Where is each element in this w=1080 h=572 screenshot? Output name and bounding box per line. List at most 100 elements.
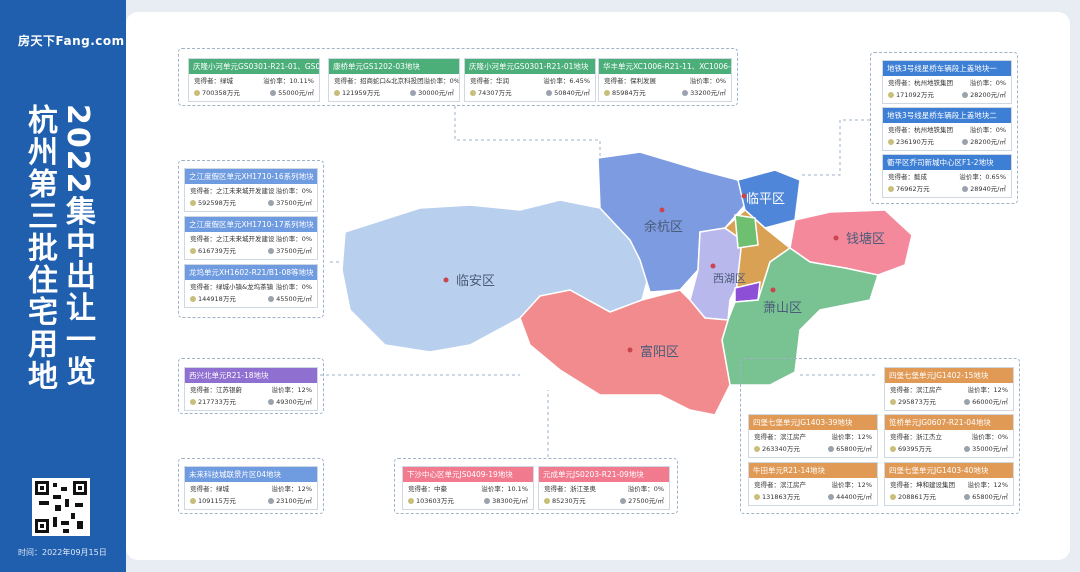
premium-label: 溢价率： — [831, 481, 858, 489]
unit-price: 45500元/㎡ — [276, 295, 312, 303]
winner-label: 竞得者： — [190, 283, 216, 291]
unit-price: 23100元/㎡ — [276, 497, 312, 505]
total-price: 217733万元 — [198, 398, 236, 406]
winner-label: 竞得者： — [408, 485, 434, 493]
coin-icon — [190, 498, 196, 504]
unit-price: 37500元/㎡ — [276, 199, 312, 207]
premium: 10.1% — [507, 485, 528, 493]
card-title: 庆隆小河单元GS0301-R21-01地块 — [465, 59, 595, 74]
card-title: 康桥单元GS1202-03地块 — [329, 59, 459, 74]
premium: 0% — [301, 283, 312, 291]
premium: 0% — [301, 187, 312, 195]
district-label: 萧山区 — [763, 301, 802, 316]
premium: 0% — [449, 77, 460, 85]
unit-price: 30000元/㎡ — [418, 89, 454, 97]
unit-icon — [268, 498, 275, 504]
winner-label: 竞得者： — [890, 433, 916, 441]
sidebar: 房天下Fang.com 2022集中出让一览 杭州第三批住宅用地 时间：2022… — [0, 0, 126, 572]
winner: 滨江房产 — [780, 433, 806, 441]
district-label: 富阳区 — [640, 344, 679, 360]
coin-icon — [190, 399, 196, 405]
coin-icon — [604, 90, 610, 96]
winner: 之江未来城开发建设 — [216, 187, 275, 195]
winner-label: 竞得者： — [754, 433, 780, 441]
premium: 6.45% — [569, 77, 590, 85]
winner-label: 竞得者： — [604, 77, 630, 85]
unit-price: 44400元/㎡ — [836, 493, 872, 501]
premium: 12% — [993, 386, 1008, 394]
left-mid-group — [178, 358, 324, 414]
land-card: 地铁3号线星桥车辆段上盖地块二 竞得者：杭州地铁集团 溢价率：0% 236190万元 2… — [882, 107, 1012, 151]
land-card: 牛田单元R21-14地块 竞得者：滨江房产 溢价率：12% 131863万元 44400… — [748, 462, 878, 506]
premium-label: 溢价率： — [969, 79, 996, 87]
winner: 浙江圣奥 — [570, 485, 596, 493]
total-price: 121959万元 — [342, 89, 380, 97]
card-title: 西兴北单元R21-18地块 — [185, 368, 317, 383]
premium-label: 溢价率： — [959, 173, 986, 181]
premium-label: 溢价率： — [627, 485, 654, 493]
winner: 保利发展 — [630, 77, 656, 85]
premium-label: 溢价率： — [543, 77, 570, 85]
card-title: 庆隆小河单元GS0301-R21-01、GS0305-01-27地块 — [189, 59, 319, 74]
total-price: 700358万元 — [202, 89, 240, 97]
premium: 12% — [297, 485, 312, 493]
land-card: 之江度假区单元XH1710-17系列地块 竞得者：之江未来城开发建设 溢价率：0% 6… — [184, 216, 318, 260]
unit-price: 49300元/㎡ — [276, 398, 312, 406]
premium-label: 溢价率： — [275, 283, 302, 291]
total-price: 236190万元 — [896, 138, 934, 146]
winner-label: 竞得者： — [888, 126, 914, 134]
winner: 滨江房产 — [780, 481, 806, 489]
winner-label: 竞得者： — [190, 187, 216, 195]
total-price: 144918万元 — [198, 295, 236, 303]
coin-icon — [194, 90, 200, 96]
unit-price: 28200元/㎡ — [970, 138, 1006, 146]
winner-label: 竞得者： — [334, 77, 360, 85]
card-title: 四堡七堡单元JG1403-39地块 — [749, 415, 877, 430]
land-card: 四堡七堡单元JG1403-40地块 竞得者：坤和建设集团 溢价率：12% 208861… — [884, 462, 1014, 506]
coin-icon — [888, 186, 894, 192]
unit-price: 27500元/㎡ — [628, 497, 664, 505]
winner: 绿城小镇&龙坞茶镇 — [216, 283, 274, 291]
unit-icon — [964, 446, 971, 452]
total-price: 85230万元 — [552, 497, 586, 505]
right-top-group — [870, 52, 1018, 204]
unit-price: 66000元/㎡ — [972, 398, 1008, 406]
top-group — [178, 48, 738, 106]
premium-label: 溢价率： — [971, 433, 998, 441]
date-label: 时间：2022年09月15日 — [18, 548, 107, 557]
premium: 0% — [995, 126, 1006, 134]
winner-label: 竞得者： — [470, 77, 496, 85]
premium: 0% — [995, 79, 1006, 87]
card-title: 地铁3号线星桥车辆段上盖地块一 — [883, 61, 1011, 76]
winner: 江苏银蔚 — [216, 386, 242, 394]
land-card: 四堡七堡单元JG1403-39地块 竞得者：滨江房产 溢价率：12% 263340万元… — [748, 414, 878, 458]
total-price: 263340万元 — [762, 445, 800, 453]
district-label: 钱塘区 — [846, 231, 885, 247]
land-card: 康桥单元GS1202-03地块 竞得者：招商蛇口&北京科投团 溢价率：0% 12195… — [328, 58, 460, 102]
land-card: 地铁3号线星桥车辆段上盖地块一 竞得者：杭州地铁集团 溢价率：0% 171092万元 2… — [882, 60, 1012, 104]
winner-label: 竞得者： — [194, 77, 220, 85]
unit-icon — [962, 186, 969, 192]
land-card: 之江度假区单元XH1710-16系列地块 竞得者：之江未来城开发建设 溢价率：0% 5… — [184, 168, 318, 212]
premium: 0% — [997, 433, 1008, 441]
premium: 0.65% — [985, 173, 1006, 181]
premium: 0% — [715, 77, 726, 85]
total-price: 171092万元 — [896, 91, 934, 99]
winner-label: 竞得者： — [890, 386, 916, 394]
left-group — [178, 160, 324, 318]
coin-icon — [754, 446, 760, 452]
winner: 招商蛇口&北京科投团 — [360, 77, 424, 85]
unit-icon — [828, 494, 835, 500]
total-price: 295873万元 — [898, 398, 936, 406]
coin-icon — [334, 90, 340, 96]
total-price: 85984万元 — [612, 89, 646, 97]
premium: 12% — [297, 386, 312, 394]
bottom-group — [394, 458, 678, 514]
premium-label: 溢价率： — [275, 187, 302, 195]
card-title: 之江度假区单元XH1710-17系列地块 — [185, 217, 317, 232]
title-line-1: 2022集中出让一览 — [60, 104, 95, 388]
premium: 10.11% — [289, 77, 314, 85]
premium: 0% — [653, 485, 664, 493]
coin-icon — [190, 296, 196, 302]
